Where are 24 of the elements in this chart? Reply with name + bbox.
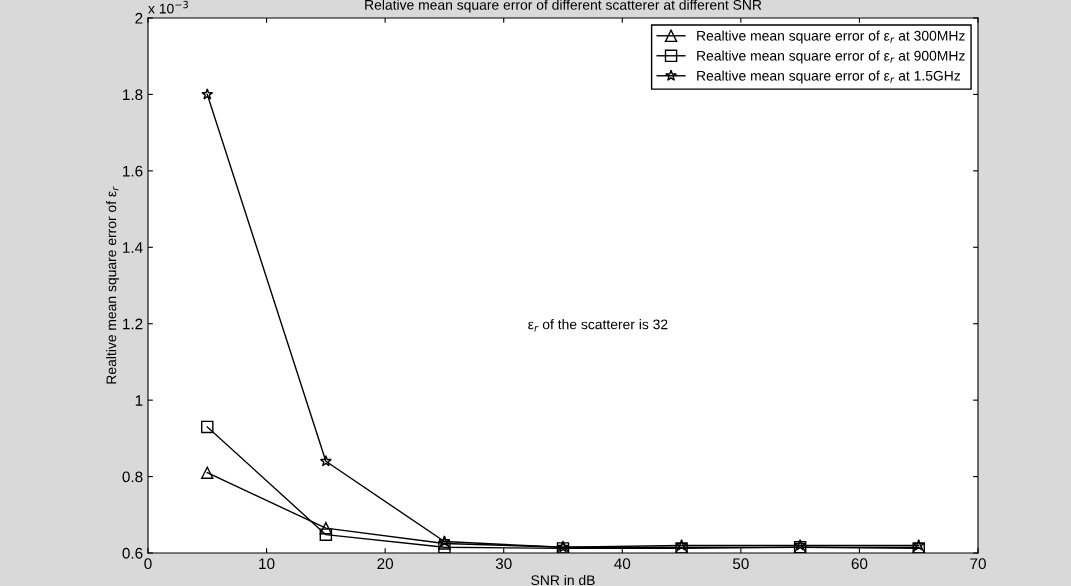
legend-label: Realtive mean square error of ε$_{r}$ at 900MHz — [697, 50, 965, 64]
legend-label: Realtive mean square error of ε$_{r}$ at 1.5GHz — [697, 70, 961, 84]
y-tick-label: 1 — [135, 395, 143, 406]
y-tick-label: 1.4 — [123, 242, 143, 253]
x-tick-label: 60 — [851, 558, 868, 570]
x-axis-title: SNR in dB — [531, 574, 595, 586]
x-tick-label: 10 — [259, 558, 275, 570]
x-tick-label: 40 — [614, 558, 631, 570]
x-tick-label: 70 — [970, 558, 986, 570]
x-tick-label: 20 — [377, 558, 394, 570]
y-tick-label: 0.6 — [122, 547, 143, 559]
chart-title: Relative mean square error of different scatterer at different SNR — [365, 0, 762, 13]
y-tick-label: 1.6 — [123, 165, 143, 177]
annotation: ε$_{r}$ of the scatterer is 32 — [528, 319, 668, 332]
y-tick-label: 0.8 — [122, 471, 143, 483]
x-tick-label: 0 — [144, 558, 152, 570]
x-tick-label: 30 — [495, 558, 512, 570]
y-tick-label: 1.8 — [123, 89, 143, 101]
y-axis-title: Realtive mean square error of ε$_{r}$ — [106, 186, 120, 384]
text: x 10$^{−3}$ — [148, 0, 188, 14]
legend-label: Realtive mean square error of ε$_{r}$ at 300MHz — [697, 30, 965, 44]
y-tick-label: 2 — [135, 12, 143, 24]
x-tick-label: 50 — [732, 558, 749, 570]
y-tick-label: 1.2 — [123, 318, 143, 330]
